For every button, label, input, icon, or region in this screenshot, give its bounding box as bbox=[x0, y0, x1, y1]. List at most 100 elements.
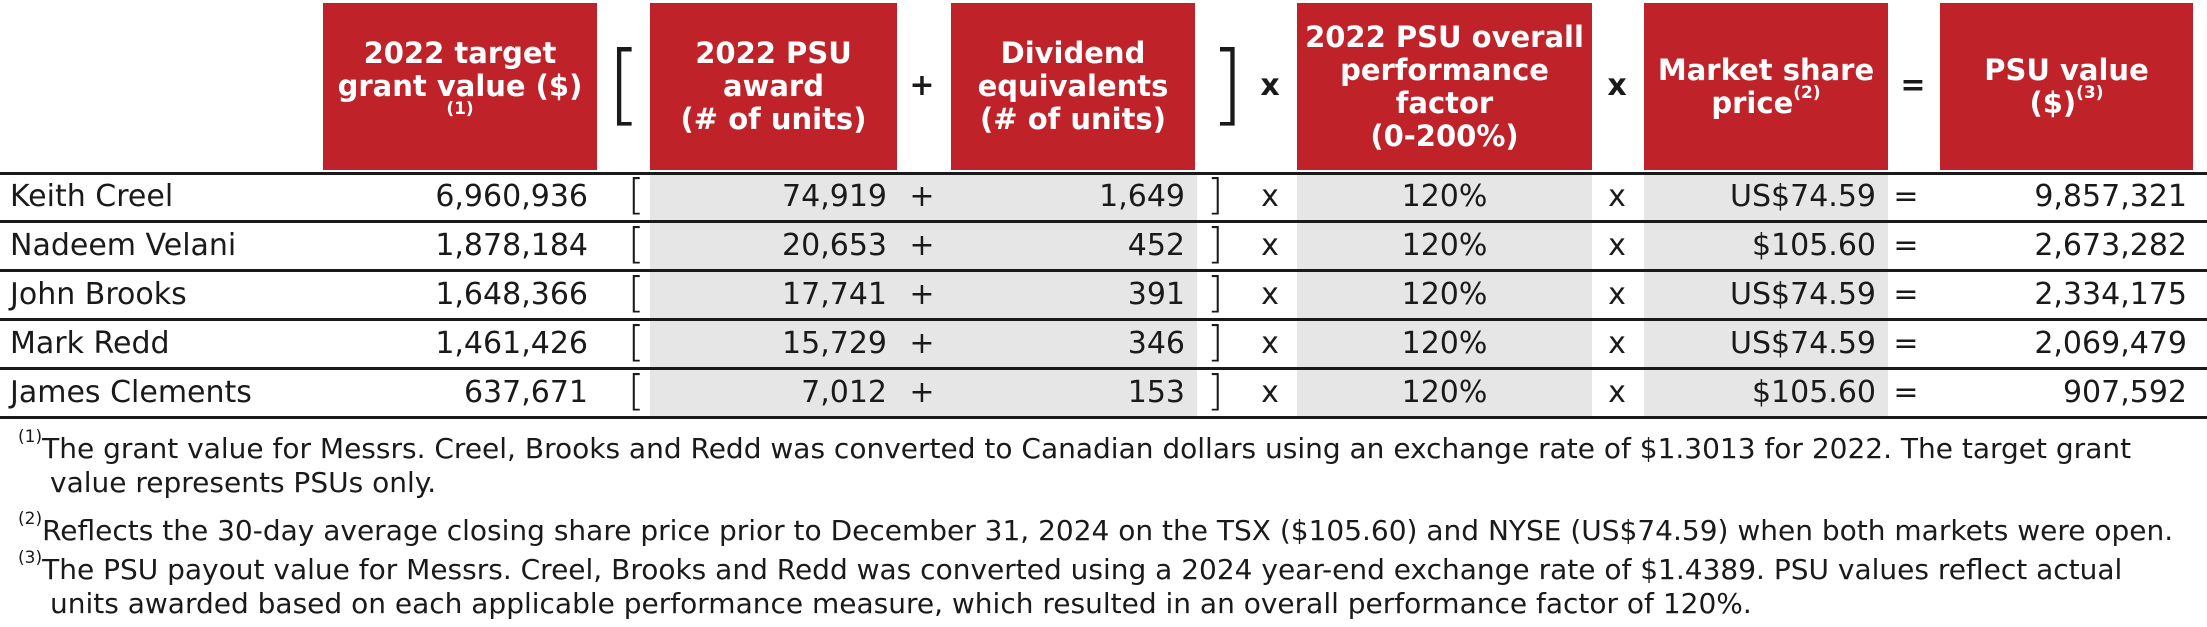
cell-name: Nadeem Velani bbox=[10, 228, 237, 263]
footnote-ref-1: (1) bbox=[446, 99, 474, 120]
header-target-grant-value: 2022 target grant value ($)(1) bbox=[323, 3, 597, 170]
footnote-1-line1: The grant value for Messrs. Creel, Brook… bbox=[42, 432, 2132, 465]
row-times-sign: x bbox=[1261, 179, 1279, 214]
footnote-ref-3: (3) bbox=[2076, 82, 2104, 103]
cell-target: 637,671 bbox=[463, 375, 588, 410]
row-equals-sign: = bbox=[1893, 228, 1919, 263]
header-psu-award: 2022 PSU award (# of units) bbox=[650, 3, 897, 170]
header-dividend-line3: (# of units) bbox=[980, 102, 1166, 136]
shade-price-column bbox=[1644, 172, 1888, 418]
cell-factor: 120% bbox=[1401, 277, 1488, 312]
cell-dividend: 391 bbox=[1127, 277, 1185, 312]
cell-factor: 120% bbox=[1401, 228, 1488, 263]
header-times-sign-2: x bbox=[1607, 67, 1627, 103]
row-close-bracket: ] bbox=[1207, 366, 1224, 415]
header-performance-factor: 2022 PSU overall performance factor (0-2… bbox=[1297, 3, 1592, 170]
header-perf-line1: 2022 PSU overall bbox=[1305, 19, 1584, 54]
cell-award: 15,729 bbox=[782, 326, 887, 361]
cell-dividend: 452 bbox=[1127, 228, 1185, 263]
header-equals-sign: = bbox=[1900, 67, 1926, 103]
row-equals-sign: = bbox=[1893, 277, 1919, 312]
footnote-ref-2: (2) bbox=[1793, 82, 1821, 103]
row-close-bracket: ] bbox=[1207, 268, 1224, 317]
cell-factor: 120% bbox=[1401, 179, 1488, 214]
row-times-sign: x bbox=[1608, 326, 1626, 361]
cell-target: 1,648,366 bbox=[435, 277, 588, 312]
header-dividend-equivalents: Dividend equivalents (# of units) bbox=[951, 3, 1195, 170]
cell-name: James Clements bbox=[10, 375, 252, 410]
header-plus-sign: + bbox=[909, 67, 935, 103]
header-target-line1: 2022 target bbox=[363, 36, 557, 70]
row-divider bbox=[0, 318, 2207, 321]
cell-dividend: 346 bbox=[1127, 326, 1185, 361]
footnote-2: (2)Reflects the 30-day average closing s… bbox=[18, 510, 2198, 548]
cell-price: $105.60 bbox=[1751, 228, 1876, 263]
table-row: Keith Creel 6,960,936 [ 74,919 + 1,649 ]… bbox=[0, 170, 2207, 221]
row-plus-sign: + bbox=[909, 375, 935, 410]
header-market-line1: Market share bbox=[1657, 52, 1875, 87]
cell-award: 7,012 bbox=[801, 375, 887, 410]
row-open-bracket: [ bbox=[628, 219, 645, 268]
header-open-bracket: [ bbox=[607, 32, 642, 135]
row-times-sign: x bbox=[1608, 228, 1626, 263]
table-row: James Clements 637,671 [ 7,012 + 153 ] x… bbox=[0, 366, 2207, 417]
footnote-1-mark: (1) bbox=[18, 426, 43, 447]
table-row: Nadeem Velani 1,878,184 [ 20,653 + 452 ]… bbox=[0, 219, 2207, 270]
header-psu-value-line2: ($) bbox=[2029, 85, 2077, 120]
header-psu-value-line1: PSU value bbox=[1984, 52, 2149, 87]
cell-award: 20,653 bbox=[782, 228, 887, 263]
cell-name: John Brooks bbox=[10, 277, 187, 312]
row-times-sign: x bbox=[1608, 375, 1626, 410]
cell-name: Keith Creel bbox=[10, 179, 174, 214]
row-close-bracket: ] bbox=[1207, 317, 1224, 366]
row-plus-sign: + bbox=[909, 179, 935, 214]
cell-target: 6,960,936 bbox=[435, 179, 588, 214]
header-dividend-line1: Dividend bbox=[1000, 36, 1146, 70]
cell-name: Mark Redd bbox=[10, 326, 170, 361]
row-close-bracket: ] bbox=[1207, 219, 1224, 268]
row-times-sign: x bbox=[1608, 277, 1626, 312]
footnote-3-line2: units awarded based on each applicable p… bbox=[50, 587, 1752, 620]
footnote-2-mark: (2) bbox=[18, 508, 43, 529]
cell-psu-value: 907,592 bbox=[2062, 375, 2187, 410]
row-plus-sign: + bbox=[909, 228, 935, 263]
header-dividend-line2: equivalents bbox=[977, 69, 1169, 103]
header-market-line2: price bbox=[1711, 85, 1794, 120]
header-market-share-price: Market share price(2) bbox=[1644, 3, 1888, 170]
shade-factor-column bbox=[1297, 172, 1592, 418]
row-equals-sign: = bbox=[1893, 375, 1919, 410]
row-close-bracket: ] bbox=[1207, 170, 1224, 219]
row-times-sign: x bbox=[1261, 228, 1279, 263]
cell-psu-value: 2,673,282 bbox=[2034, 228, 2187, 263]
cell-psu-value: 2,334,175 bbox=[2034, 277, 2187, 312]
header-times-sign-1: x bbox=[1260, 67, 1280, 103]
cell-factor: 120% bbox=[1401, 375, 1488, 410]
table-row: John Brooks 1,648,366 [ 17,741 + 391 ] x… bbox=[0, 268, 2207, 319]
table-top-rule bbox=[0, 172, 2207, 175]
row-open-bracket: [ bbox=[628, 366, 645, 415]
header-psu-award-line3: (# of units) bbox=[680, 102, 867, 136]
header-target-line2: grant value ($) bbox=[337, 69, 583, 103]
cell-factor: 120% bbox=[1401, 326, 1488, 361]
table-row: Mark Redd 1,461,426 [ 15,729 + 346 ] x 1… bbox=[0, 317, 2207, 368]
row-equals-sign: = bbox=[1893, 326, 1919, 361]
footnote-2-line1: Reflects the 30-day average closing shar… bbox=[42, 514, 2174, 547]
cell-price: US$74.59 bbox=[1730, 179, 1876, 214]
header-perf-line3: factor bbox=[1395, 85, 1494, 120]
header-psu-value: PSU value ($)(3) bbox=[1940, 3, 2193, 170]
shade-award-column bbox=[650, 172, 1197, 418]
header-psu-award-line1: 2022 PSU bbox=[695, 36, 852, 70]
cell-award: 17,741 bbox=[782, 277, 887, 312]
footnote-3-line1: The PSU payout value for Messrs. Creel, … bbox=[42, 553, 2123, 586]
cell-psu-value: 9,857,321 bbox=[2034, 179, 2187, 214]
cell-price: $105.60 bbox=[1751, 375, 1876, 410]
header-perf-line4: (0-200%) bbox=[1370, 118, 1519, 153]
row-plus-sign: + bbox=[909, 277, 935, 312]
cell-price: US$74.59 bbox=[1730, 277, 1876, 312]
cell-target: 1,878,184 bbox=[435, 228, 588, 263]
row-times-sign: x bbox=[1261, 277, 1279, 312]
header-perf-line2: performance bbox=[1340, 52, 1549, 87]
cell-target: 1,461,426 bbox=[435, 326, 588, 361]
cell-award: 74,919 bbox=[782, 179, 887, 214]
row-times-sign: x bbox=[1261, 326, 1279, 361]
